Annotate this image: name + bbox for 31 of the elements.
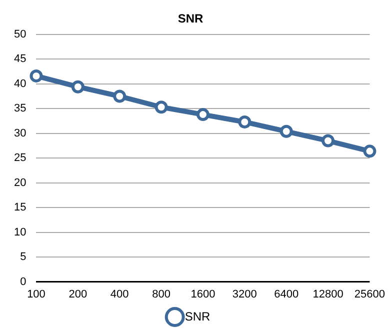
y-tick-label: 50 [14, 28, 26, 40]
point [280, 124, 293, 138]
point [154, 100, 168, 114]
y-tick-label: 20 [14, 176, 26, 189]
point [113, 90, 126, 103]
y-tick-label: 25 [14, 152, 26, 164]
y-tick-label: 5 [20, 251, 26, 264]
point [71, 80, 84, 94]
point [238, 115, 252, 128]
x-tick-label: 3200 [232, 288, 257, 300]
y-tick-label: 10 [14, 226, 26, 238]
x-tick-label: 400 [110, 288, 129, 300]
y-tick-label: 30 [14, 127, 26, 140]
point [363, 144, 376, 158]
y-tick-label: 45 [14, 53, 26, 66]
x-tick-label: 25600 [354, 288, 386, 300]
x-tick-label: 800 [152, 288, 170, 300]
legend-label: SNR [184, 309, 210, 324]
point [196, 108, 210, 122]
x-tick-label: 100 [27, 288, 46, 300]
y-tick-label: 0 [20, 276, 26, 288]
point [322, 134, 335, 148]
y-tick-label: 40 [14, 78, 26, 90]
y-tick-label: 15 [14, 202, 26, 214]
point [30, 69, 43, 82]
x-tick-label: 12800 [312, 288, 344, 300]
chart-title: SNR [178, 12, 204, 26]
x-tick-label: 6400 [274, 288, 299, 300]
y-tick-label: 35 [14, 102, 26, 115]
x-tick-label: 200 [68, 288, 88, 300]
x-tick-label: 1600 [190, 288, 216, 300]
